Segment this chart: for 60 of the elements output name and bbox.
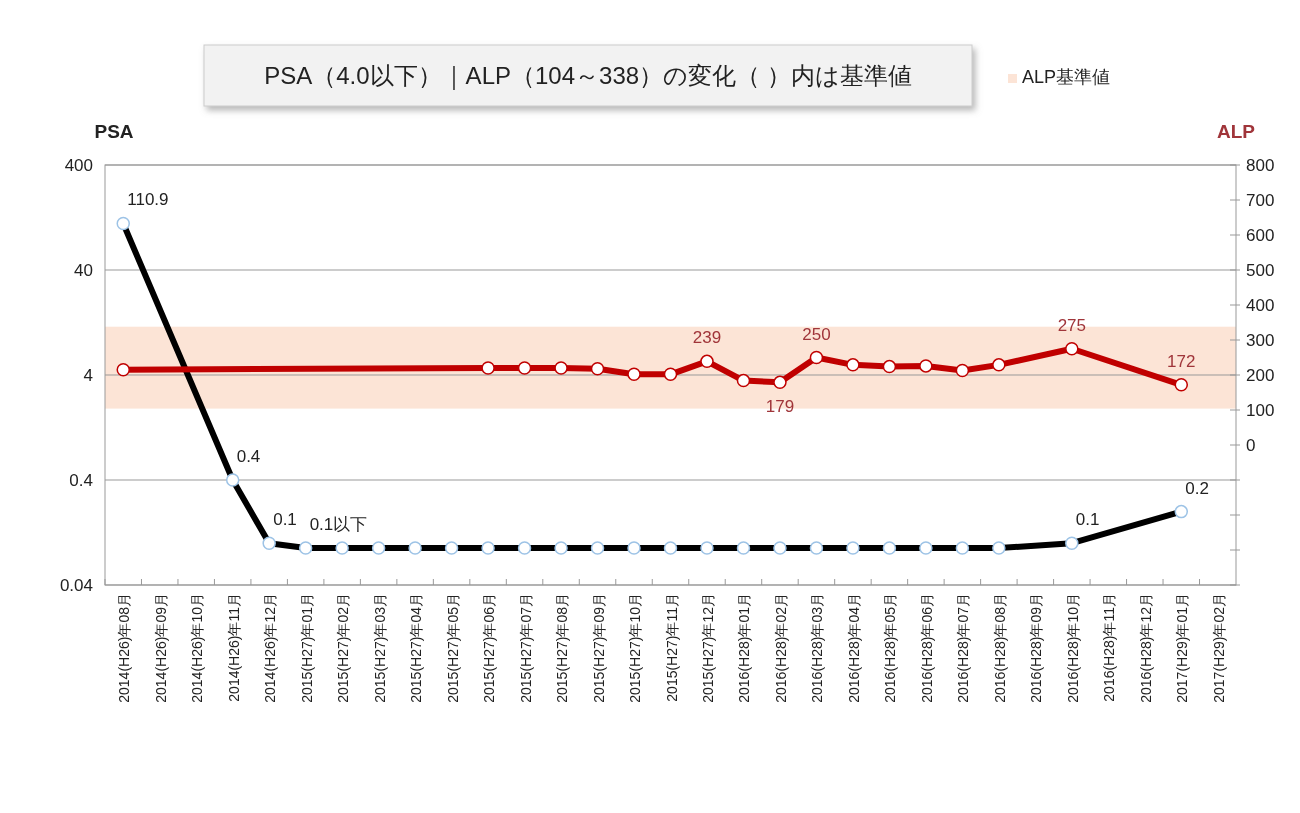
data-label: 0.1 <box>273 510 297 530</box>
x-tick-label: 2015(H27)年09月 <box>590 593 607 703</box>
x-tick-label: 2016(H28)年06月 <box>918 593 935 703</box>
x-tick-label: 2014(H26)年09月 <box>152 593 169 703</box>
data-label: 172 <box>1167 351 1196 371</box>
y2-tick-label: 300 <box>1246 331 1275 350</box>
x-tick-label: 2015(H27)年01月 <box>298 593 315 703</box>
y-axis-title: PSA <box>94 121 134 142</box>
y2-tick-label: 100 <box>1246 401 1275 420</box>
x-tick-label: 2015(H27)年10月 <box>627 593 644 703</box>
data-label: 250 <box>802 324 831 344</box>
x-tick-label: 2016(H28)年09月 <box>1028 593 1045 703</box>
x-tick-label: 2014(H26)年10月 <box>189 593 206 703</box>
x-tick-label: 2016(H28)年08月 <box>991 593 1008 703</box>
x-tick-label: 2016(H28)年11月 <box>1101 593 1118 702</box>
y-tick-label: 0.4 <box>69 471 93 490</box>
y2-tick-label: 400 <box>1246 296 1275 315</box>
x-tick-label: 2016(H28)年02月 <box>772 593 789 703</box>
data-label: 0.1以下 <box>309 515 368 535</box>
y-tick-label: 400 <box>64 156 93 175</box>
y2-tick-label: 0 <box>1246 436 1256 455</box>
x-tick-label: 2016(H28)年04月 <box>845 593 862 703</box>
x-tick-label: 2015(H27)年08月 <box>554 593 571 703</box>
x-tick-label: 2015(H27)年06月 <box>481 593 498 703</box>
data-label: 110.9 <box>127 190 169 210</box>
y-tick-label: 4 <box>83 366 93 385</box>
x-tick-label: 2015(H27)年02月 <box>335 593 352 703</box>
y2-tick-label: 600 <box>1246 226 1275 245</box>
x-tick-label: 2015(H27)年05月 <box>444 593 461 703</box>
y-tick-label: 0.04 <box>59 576 93 595</box>
x-tick-label: 2016(H28)年07月 <box>955 593 972 703</box>
data-label: 0.2 <box>1185 478 1209 498</box>
x-tick-label: 2015(H27)年12月 <box>699 593 716 703</box>
x-tick-label: 2015(H27)年04月 <box>408 593 425 703</box>
x-tick-label: 2015(H27)年11月 <box>663 593 680 702</box>
x-tick-label: 2014(H26)年08月 <box>116 593 133 703</box>
data-label: 239 <box>692 328 722 348</box>
x-tick-label: 2017(H29)年02月 <box>1210 593 1227 703</box>
legend-label: ALP基準値 <box>1022 67 1111 87</box>
y2-tick-label: 700 <box>1246 191 1275 210</box>
y-tick-label: 40 <box>74 261 93 280</box>
x-tick-label: 2016(H28)年12月 <box>1137 593 1154 703</box>
data-label: 179 <box>765 397 795 417</box>
chart-title: PSA（4.0以下）｜ALP（104～338）の変化（ ）内は基準値 <box>264 62 912 90</box>
x-tick-label: 2015(H27)年07月 <box>517 593 534 703</box>
x-tick-label: 2014(H26)年12月 <box>262 593 279 703</box>
x-tick-label: 2016(H28)年01月 <box>736 593 753 703</box>
data-label: 0.4 <box>236 447 261 466</box>
x-tick-label: 2014(H26)年11月 <box>225 593 242 702</box>
x-tick-label: 2015(H27)年03月 <box>371 593 388 703</box>
data-label: 0.1 <box>1075 510 1100 530</box>
x-tick-label: 2016(H28)年10月 <box>1064 593 1081 703</box>
y2-axis-title: ALP <box>1217 121 1256 142</box>
data-label: 275 <box>1057 315 1087 335</box>
x-tick-label: 2016(H28)年05月 <box>882 593 899 703</box>
y2-tick-label: 800 <box>1246 156 1275 175</box>
x-tick-label: 2017(H29)年01月 <box>1174 593 1191 703</box>
x-tick-label: 2016(H28)年03月 <box>809 593 826 703</box>
y2-tick-label: 200 <box>1246 366 1275 385</box>
y2-tick-label: 500 <box>1246 261 1275 280</box>
